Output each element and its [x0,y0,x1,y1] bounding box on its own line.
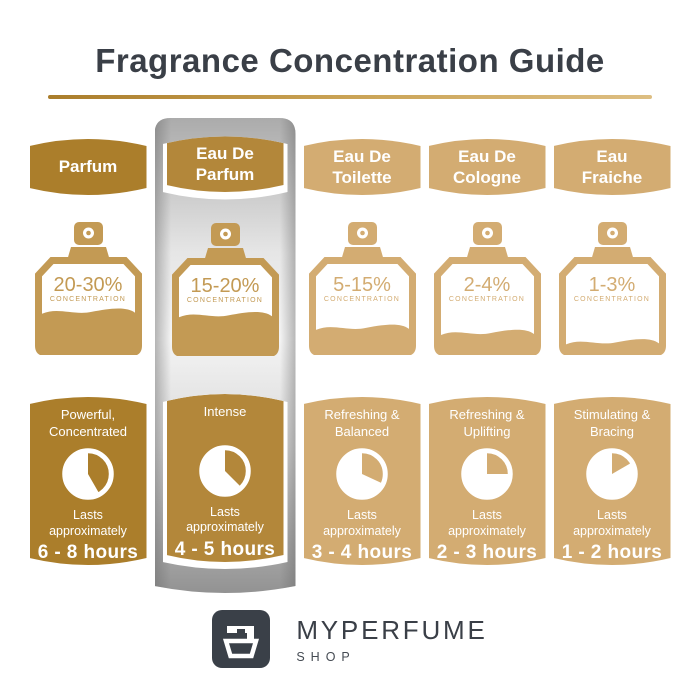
duration-value: 1 - 2 hours [561,541,663,563]
liquid-fill [565,339,659,350]
fragrance-type-name: Eau De Cologne [453,146,521,187]
perfume-bottle: 2-4% CONCENTRATION [429,219,546,355]
clock-icon [333,445,391,503]
concentration-label: CONCENTRATION [323,296,401,303]
type-badge-frame: Eau De Parfum [163,132,288,204]
type-badge: Eau De Toilette [304,135,421,199]
bottle-outline [558,257,666,355]
clock-icon [583,445,641,503]
clock-ring [464,451,511,498]
lasts-label: Lasts approximately [186,505,264,535]
clock-icon [458,445,516,503]
fragrance-column: Eau De Toilette 5-15% CONCENTRATION [304,118,421,570]
columns-row: Parfum 20-30% CONCENTRATION [0,118,700,600]
title-underline [48,95,652,99]
duration-card-frame: Intense Lasts approximately 4 - 5 hours [163,389,288,575]
duration-value: 2 - 3 hours [436,541,538,563]
type-badge: Eau Fraiche [554,135,671,199]
clock-ring [589,451,636,498]
concentration-label: CONCENTRATION [186,297,264,304]
duration-card: Intense Lasts approximately 4 - 5 hours [167,389,284,567]
concentration-percent: 2-4% [463,274,511,296]
spray-bottle-icon [34,222,142,355]
liquid-fill [440,329,534,350]
liquid-fill [315,324,409,350]
nozzle-dot [484,230,490,236]
lasts-label: Lasts approximately [448,508,526,538]
bottle-outline [34,257,142,355]
nozzle-dot [223,232,228,237]
scent-character: Powerful, Concentrated [48,407,128,439]
perfume-bottle: 20-30% CONCENTRATION [30,219,147,355]
type-badge: Eau De Cologne [429,135,546,199]
brand-logo-icon [212,610,271,668]
concentration-label: CONCENTRATION [448,296,526,303]
fragrance-type-name: Parfum [58,157,118,177]
concentration-label: CONCENTRATION [49,296,127,303]
scent-character: Stimulating & Bracing [573,407,651,439]
fragrance-type-name: Eau De Parfum [195,143,255,184]
duration-value: 3 - 4 hours [311,541,413,563]
clock-icon [59,445,117,503]
bottle-outline [308,257,416,355]
duration-card: Refreshing & Uplifting Lasts approximate… [429,392,546,570]
fragrance-column: Eau De Cologne 2-4% CONCENTRATION [429,118,546,570]
brand-text: MYPERFUME SHOP [296,615,487,664]
perfume-bottle: 5-15% CONCENTRATION [304,219,421,355]
logo-cap-tab [247,633,255,639]
clock-ring [65,451,112,498]
bottle-outline [175,262,275,354]
nozzle-dot [85,230,91,236]
lasts-label: Lasts approximately [323,508,401,538]
concentration-percent: 5-15% [333,274,391,296]
type-badge: Eau De Parfum [167,132,284,196]
brand-footer: MYPERFUME SHOP [0,610,700,668]
fragrance-type-name: Eau De Toilette [332,146,392,187]
fragrance-column: Eau Fraiche 1-3% CONCENTRATION [554,118,671,570]
spray-bottle-icon [167,220,284,356]
liquid-fill [179,312,272,351]
perfume-bottle: 1-3% CONCENTRATION [554,219,671,355]
lasts-label: Lasts approximately [49,508,127,538]
type-badge: Parfum [30,135,147,199]
bottle-body [562,260,662,353]
concentration-percent: 1-3% [588,274,636,296]
spray-bottle-icon [308,222,416,355]
perfume-shop-logo-icon [223,626,260,659]
concentration-label: CONCENTRATION [573,296,651,303]
duration-card: Stimulating & Bracing Lasts approximatel… [554,392,671,570]
scent-character: Refreshing & Uplifting [449,407,525,439]
spray-bottle-icon [558,222,666,355]
fragrance-column: Parfum 20-30% CONCENTRATION [30,118,147,570]
perfume-bottle: 15-20% CONCENTRATION [167,220,284,356]
scent-character: Refreshing & Balanced [324,407,400,439]
nozzle-dot [609,230,615,236]
bottle-body [437,260,537,353]
clock-icon [196,442,254,500]
concentration-percent: 15-20% [190,275,260,297]
logo-cap-notch [237,629,246,633]
page-title: Fragrance Concentration Guide [95,42,605,79]
logo-bottle-hull [223,638,260,659]
duration-value: 6 - 8 hours [37,541,139,563]
concentration-percent: 20-30% [53,274,123,296]
fragrance-column: Eau De Parfum 15-20% CONCENTRATION [155,118,296,600]
duration-card: Refreshing & Balanced Lasts approximatel… [304,392,421,570]
liquid-fill [41,308,135,350]
duration-value: 4 - 5 hours [174,538,276,560]
clock-ring [339,451,386,498]
bottle-outline [433,257,541,355]
spray-bottle-icon [433,222,541,355]
brand-name: MYPERFUME [296,614,488,645]
nozzle-dot [359,230,365,236]
clock-ring [202,448,249,495]
clock-wedge [487,449,512,474]
duration-card: Powerful, Concentrated Lasts approximate… [30,392,147,570]
scent-character: Intense [203,404,247,419]
fragrance-type-name: Eau Fraiche [581,146,643,187]
lasts-label: Lasts approximately [573,508,651,538]
brand-subtitle: SHOP [296,649,356,664]
